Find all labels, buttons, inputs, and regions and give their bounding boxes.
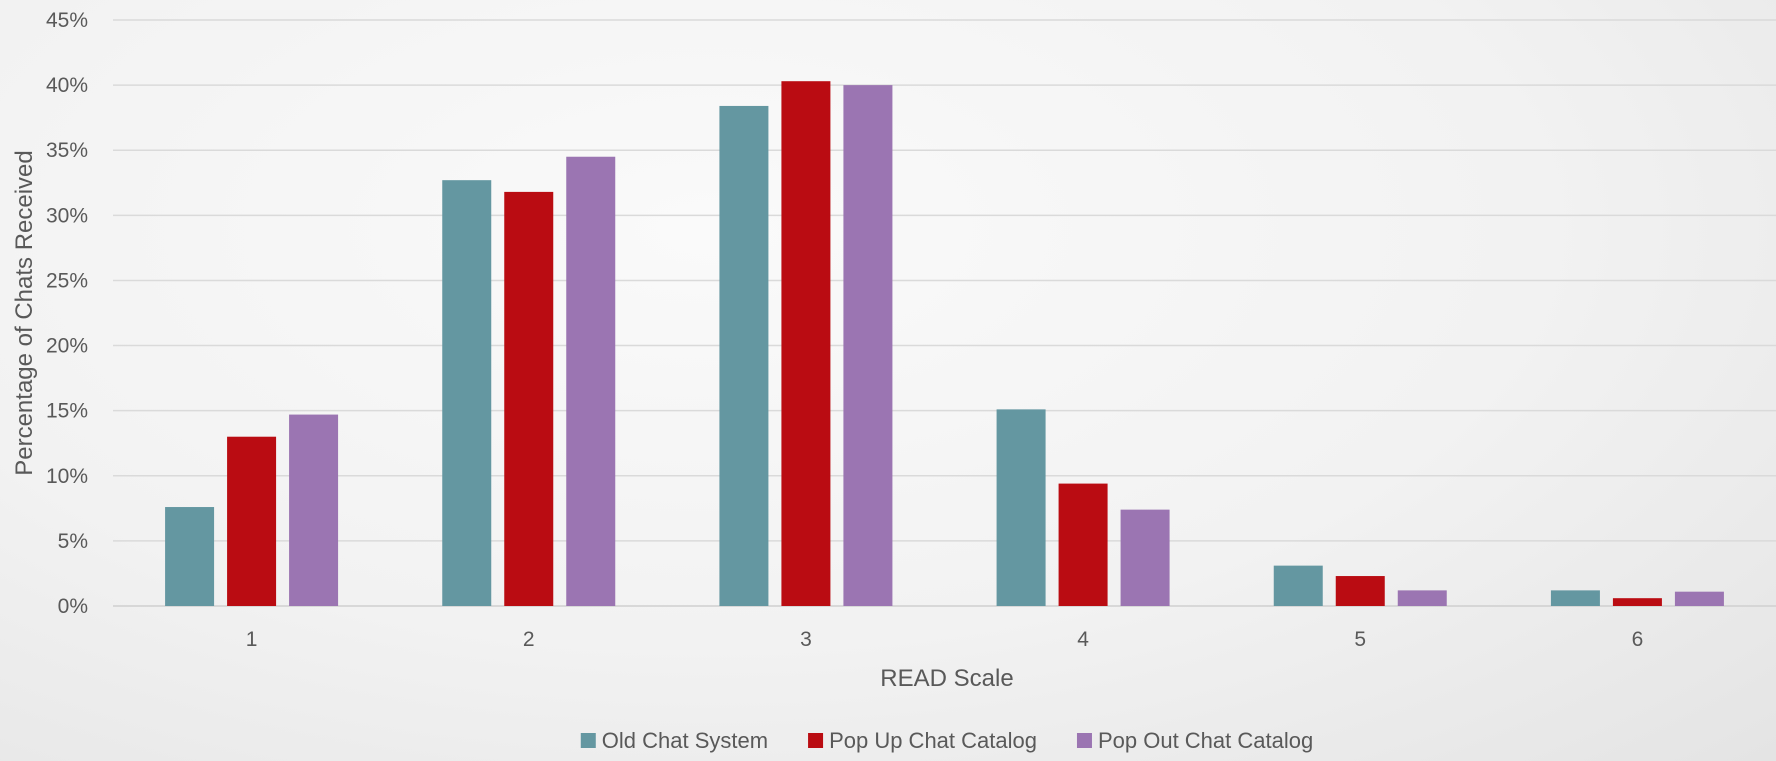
bar-old-chat-system-6 <box>1550 590 1600 606</box>
bar-pop-out-chat-catalog-5 <box>1397 590 1447 606</box>
x-tick-label: 6 <box>1632 628 1644 651</box>
y-tick-label: 35% <box>46 139 88 162</box>
bar-old-chat-system-5 <box>1273 565 1323 606</box>
x-tick-label: 2 <box>523 628 535 651</box>
legend-swatch <box>580 733 596 748</box>
legend-swatch <box>1076 733 1092 748</box>
x-axis-ticks: 1 2 3 4 5 6 <box>246 628 1644 651</box>
bar-pop-out-chat-catalog-4 <box>1120 509 1170 606</box>
y-tick-label: 5% <box>58 530 88 553</box>
bar-pop-up-chat-catalog-1 <box>227 436 277 606</box>
bar-old-chat-system-4 <box>996 409 1046 606</box>
x-tick-label: 5 <box>1354 628 1366 651</box>
bar-pop-out-chat-catalog-2 <box>566 156 616 606</box>
bar-old-chat-system-2 <box>442 180 492 606</box>
bar-old-chat-system-3 <box>719 105 769 607</box>
y-tick-label: 45% <box>46 9 88 32</box>
bar-old-chat-system-1 <box>165 507 215 606</box>
x-tick-label: 3 <box>800 628 812 651</box>
bar-pop-out-chat-catalog-6 <box>1674 591 1724 606</box>
y-tick-label: 0% <box>58 595 88 618</box>
x-tick-label: 4 <box>1077 628 1089 651</box>
bar-pop-up-chat-catalog-4 <box>1058 483 1108 606</box>
y-axis-ticks: 0% 5% 10% 15% 20% 25% 30% 35% 40% 45% <box>46 9 88 618</box>
y-tick-label: 10% <box>46 465 88 488</box>
y-tick-label: 20% <box>46 335 88 358</box>
bar-pop-up-chat-catalog-3 <box>781 81 831 606</box>
legend: Old Chat System Pop Up Chat Catalog Pop Ou… <box>580 728 1313 753</box>
y-tick-label: 40% <box>46 74 88 97</box>
y-tick-label: 15% <box>46 400 88 423</box>
x-axis-title: READ Scale <box>880 665 1013 692</box>
legend-item-old-chat-system: Old Chat System <box>580 728 768 753</box>
legend-item-pop-up-chat-catalog: Pop Up Chat Catalog <box>808 728 1037 753</box>
bar-pop-out-chat-catalog-1 <box>289 414 339 606</box>
y-tick-label: 30% <box>46 204 88 227</box>
legend-item-pop-out-chat-catalog: Pop Out Chat Catalog <box>1076 728 1313 753</box>
bar-pop-out-chat-catalog-3 <box>843 85 893 607</box>
x-tick-label: 1 <box>246 628 258 651</box>
bar-pop-up-chat-catalog-5 <box>1335 576 1385 606</box>
gridlines <box>113 19 1776 607</box>
bar-pop-up-chat-catalog-6 <box>1612 598 1662 606</box>
bars <box>165 81 1724 607</box>
legend-label: Old Chat System <box>602 728 768 753</box>
legend-swatch <box>808 733 824 748</box>
y-tick-label: 25% <box>46 269 88 292</box>
legend-label: Pop Up Chat Catalog <box>829 728 1037 753</box>
bar-pop-up-chat-catalog-2 <box>504 191 554 607</box>
y-axis-title: Percentage of Chats Received <box>11 150 38 476</box>
legend-label: Pop Out Chat Catalog <box>1098 728 1313 753</box>
